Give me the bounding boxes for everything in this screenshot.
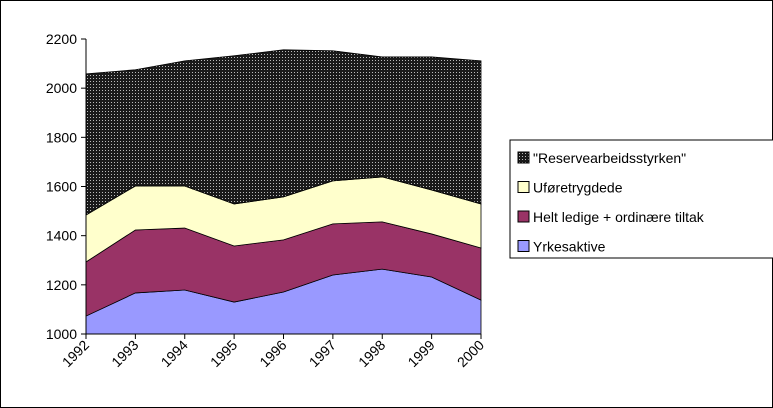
legend-swatch xyxy=(517,181,530,193)
y-tick-label: 1800 xyxy=(46,129,77,145)
y-tick-label: 1600 xyxy=(46,179,77,195)
legend-swatch xyxy=(517,210,530,223)
y-tick-label: 2000 xyxy=(46,80,77,96)
legend-label: Helt ledige + ordinære tiltak xyxy=(533,209,705,225)
legend-swatch xyxy=(517,240,530,252)
legend-swatch xyxy=(517,151,530,164)
area xyxy=(85,49,482,216)
legend-box xyxy=(509,139,773,259)
legend-label: Uføretrygdede xyxy=(533,180,623,196)
legend-label: Yrkesaktive xyxy=(533,239,606,255)
y-tick-label: 1000 xyxy=(46,326,77,342)
legend-label: "Reservearbeidsstyrken" xyxy=(533,150,686,166)
y-tick-label: 1200 xyxy=(46,277,77,293)
y-tick-label: 2200 xyxy=(46,31,77,47)
y-tick-label: 1400 xyxy=(46,228,77,244)
